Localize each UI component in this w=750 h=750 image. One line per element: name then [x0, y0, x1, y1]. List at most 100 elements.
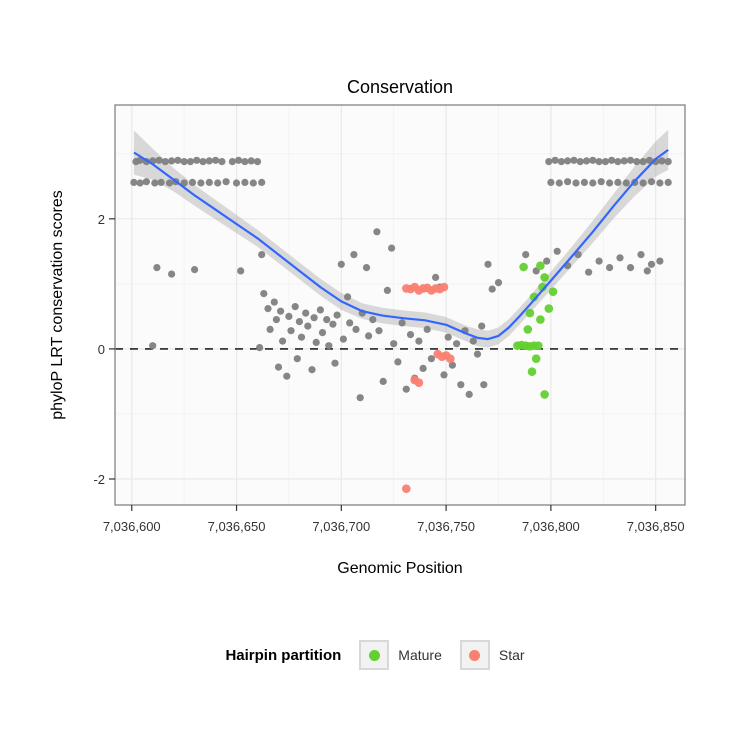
y-axis-title: phyloP LRT conservation scores — [49, 190, 66, 419]
x-tick-label: 7,036,800 — [522, 519, 580, 534]
point-other — [394, 358, 402, 366]
point-star — [439, 282, 449, 292]
point-other — [237, 267, 245, 275]
point-other — [329, 320, 337, 328]
smooth-line-layer — [133, 149, 669, 341]
point-other — [312, 338, 320, 346]
point-other — [664, 178, 672, 186]
point-other — [247, 157, 255, 165]
point-star — [446, 354, 455, 364]
point-other — [180, 158, 188, 166]
legend-label-star: Star — [498, 647, 525, 663]
point-other — [272, 316, 280, 324]
point-other — [406, 331, 415, 339]
point-other — [606, 179, 614, 187]
point-other — [130, 178, 138, 186]
legend-key-mature: Mature — [359, 640, 442, 670]
point-other — [444, 333, 452, 341]
point-other — [346, 319, 354, 327]
point-other — [161, 158, 169, 166]
point-other — [656, 179, 664, 187]
legend-label-mature: Mature — [398, 647, 442, 663]
y-tick-label: -2 — [93, 472, 105, 487]
legend-key-star: Star — [459, 640, 525, 670]
point-other — [398, 319, 406, 327]
y-tick-label: 0 — [98, 342, 105, 357]
point-other — [643, 267, 651, 275]
point-star — [402, 484, 411, 494]
point-other — [595, 158, 603, 166]
point-other — [352, 325, 360, 333]
point-other — [266, 325, 274, 333]
point-other — [241, 158, 249, 166]
point-other — [165, 179, 174, 187]
point-other — [197, 179, 205, 187]
x-tick-label: 7,036,850 — [627, 519, 685, 534]
point-mature — [548, 287, 558, 297]
point-other — [344, 293, 352, 301]
point-other — [606, 264, 614, 272]
point-other — [218, 158, 226, 166]
point-other — [488, 285, 496, 293]
point-other — [582, 157, 591, 165]
point-other — [188, 178, 197, 186]
point-other — [379, 377, 387, 385]
point-other — [356, 394, 364, 402]
smooth-line — [133, 149, 669, 341]
point-other — [249, 179, 257, 187]
point-other — [228, 158, 236, 166]
point-other — [205, 157, 213, 165]
point-other — [601, 158, 610, 166]
point-other — [639, 158, 647, 166]
point-other — [316, 306, 324, 314]
point-other — [547, 178, 555, 186]
legend-title: Hairpin partition — [225, 646, 342, 664]
point-other — [373, 228, 381, 236]
point-other — [597, 178, 605, 186]
point-other — [375, 327, 383, 335]
point-other — [423, 325, 431, 333]
point-other — [310, 314, 318, 322]
point-other — [302, 309, 310, 317]
point-other — [465, 390, 473, 398]
point-other — [283, 372, 291, 380]
point-other — [264, 305, 272, 313]
point-other — [191, 266, 199, 274]
point-other — [214, 179, 222, 187]
point-other — [616, 254, 624, 262]
point-other — [277, 307, 285, 315]
point-other — [212, 156, 220, 164]
x-tick-label: 7,036,700 — [312, 519, 370, 534]
point-other — [551, 156, 559, 164]
point-other — [576, 158, 584, 166]
point-other — [235, 156, 243, 164]
x-tick-label: 7,036,600 — [103, 519, 161, 534]
point-other — [484, 260, 492, 268]
point-other — [325, 342, 333, 350]
point-other — [415, 337, 423, 345]
point-other — [258, 178, 266, 186]
point-other — [432, 273, 440, 281]
plot-panel — [115, 105, 685, 505]
point-other — [448, 361, 456, 369]
point-other — [291, 303, 299, 311]
point-other — [585, 268, 593, 276]
x-axis-title: Genomic Position — [337, 560, 462, 577]
point-other — [333, 311, 341, 319]
point-other — [232, 179, 241, 187]
point-other — [295, 318, 303, 326]
point-mature — [525, 308, 535, 318]
point-other — [157, 178, 165, 186]
point-other — [595, 257, 603, 265]
point-other — [205, 178, 213, 186]
point-other — [260, 290, 268, 298]
point-other — [339, 335, 347, 343]
point-other — [480, 381, 488, 389]
point-other — [149, 342, 157, 350]
point-other — [168, 157, 176, 165]
point-other — [553, 247, 561, 255]
point-other — [402, 385, 410, 393]
point-mature — [540, 390, 549, 399]
